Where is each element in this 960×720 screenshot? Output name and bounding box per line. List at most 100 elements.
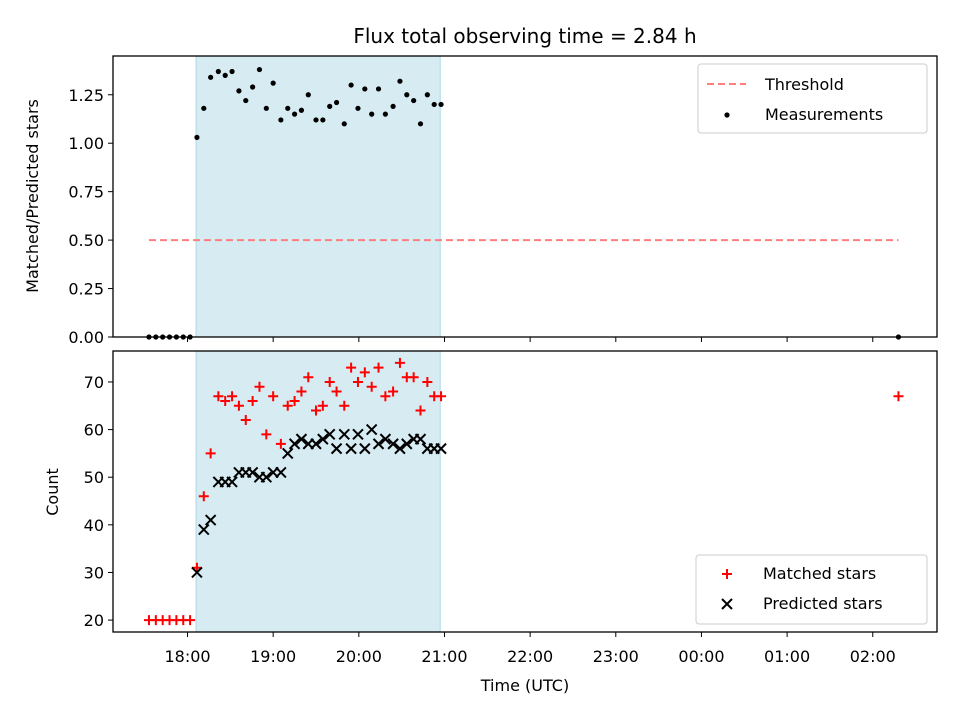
- legend-predicted-swatch: [721, 598, 733, 610]
- matched-star-point: [373, 362, 384, 373]
- count-xtick-label: 18:00: [164, 647, 210, 666]
- predicted-star-point: [352, 428, 364, 441]
- predicted-star-point: [338, 428, 350, 441]
- predicted-star-point: [414, 433, 427, 445]
- predicted-star-point: [372, 438, 385, 450]
- observing-span: [195, 350, 441, 633]
- ratio-series: [146, 66, 902, 340]
- matched-star-point: [296, 386, 307, 397]
- measurement-point: [341, 121, 347, 127]
- matched-star-point: [311, 405, 322, 416]
- matched-star-point: [198, 491, 209, 502]
- matched-star-point: [388, 386, 399, 397]
- count-xtick-label: 02:00: [850, 647, 896, 666]
- matched-star-point: [324, 376, 335, 387]
- predicted-star-point: [282, 447, 294, 460]
- matched-star-point: [247, 396, 258, 407]
- measurement-point: [229, 68, 235, 75]
- predicted-star-point: [310, 438, 322, 450]
- measurement-point: [404, 92, 410, 98]
- count-ytick-label: 30: [84, 563, 104, 582]
- matched-star-point: [408, 372, 419, 383]
- x-axis-label: Time (UTC): [480, 676, 569, 695]
- legend-threshold-label: Threshold: [764, 75, 844, 94]
- measurement-point: [298, 107, 305, 113]
- measurement-point: [236, 88, 242, 94]
- count-ytick-label: 50: [84, 468, 104, 487]
- count-xtick-label: 00:00: [678, 647, 724, 666]
- measurement-point: [263, 105, 269, 111]
- matched-star-point: [240, 415, 251, 426]
- matched-star-point: [205, 448, 216, 459]
- measurement-point: [215, 68, 221, 75]
- matched-star-point: [261, 429, 272, 440]
- matched-star-point: [317, 400, 328, 411]
- legend-predicted-label: Predicted stars: [763, 594, 883, 613]
- count-ytick-label: 20: [84, 611, 104, 630]
- predicted-star-point: [260, 471, 273, 483]
- measurement-point: [270, 80, 276, 86]
- count-y-axis-label: Count: [43, 468, 62, 516]
- measurement-point: [201, 105, 207, 111]
- predicted-star-point: [387, 438, 399, 450]
- matched-star-point: [346, 362, 357, 373]
- count-legend: Matched stars Predicted stars: [695, 554, 928, 625]
- count-panel: 20 30 40 50 60 70 18:00 19:00 20:00 21:00 22:00 23:…: [43, 350, 938, 695]
- matched-star-point: [359, 367, 370, 378]
- predicted-star-point: [379, 433, 392, 445]
- measurement-point: [348, 82, 354, 88]
- measurement-point: [411, 97, 417, 104]
- predicted-star-point: [275, 466, 287, 479]
- count-legend-box: [695, 554, 928, 625]
- measurement-point: [305, 92, 311, 98]
- count-series: [143, 357, 904, 626]
- matched-star-point: [233, 400, 244, 411]
- matched-star-point: [436, 391, 447, 402]
- measurement-point: [355, 105, 361, 111]
- matched-star-point: [220, 396, 231, 407]
- predicted-star-point: [435, 442, 447, 455]
- matched-star-point: [380, 391, 391, 402]
- count-xtick-label: 19:00: [250, 647, 296, 666]
- legend-matched-swatch: [722, 569, 732, 579]
- predicted-star-point: [401, 438, 413, 450]
- matched-star-point: [213, 391, 224, 402]
- ratio-axes: 0.00 0.25 0.50 0.75 1.00 1.25: [68, 86, 874, 347]
- ratio-ytick-label: 1.25: [68, 86, 104, 105]
- ratio-y-axis-label: Matched/Predicted stars: [23, 99, 42, 293]
- count-xtick-label: 01:00: [764, 647, 810, 666]
- figure-title: Flux total observing time = 2.84 h: [353, 24, 696, 48]
- measurement-point: [438, 101, 444, 108]
- measurement-point: [250, 84, 256, 90]
- measurement-point: [397, 78, 403, 84]
- count-ytick-label: 70: [84, 373, 104, 392]
- matched-star-point: [275, 438, 286, 449]
- count-axes-frame: [112, 350, 938, 633]
- measurement-point: [431, 101, 437, 108]
- measurement-point: [375, 86, 382, 92]
- legend-measurement-swatch: [724, 112, 730, 118]
- matched-star-point: [893, 391, 904, 402]
- ratio-axes-frame: [112, 55, 938, 338]
- predicted-star-point: [365, 423, 378, 436]
- measurement-point: [369, 111, 375, 117]
- measurement-point: [417, 121, 424, 127]
- count-ytick-label: 40: [84, 516, 104, 535]
- matched-star-point: [185, 615, 196, 626]
- legend-measurement-label: Measurements: [765, 105, 883, 124]
- predicted-star-point: [226, 476, 238, 488]
- matched-star-point: [366, 381, 377, 392]
- predicted-star-point: [323, 428, 336, 441]
- matched-star-point: [415, 405, 426, 416]
- measurement-point: [362, 86, 368, 92]
- count-xtick-label: 21:00: [421, 647, 467, 666]
- observing-span: [195, 55, 441, 338]
- count-axes: 20 30 40 50 60 70 18:00 19:00 20:00 21:00 22:00 23:…: [84, 373, 896, 666]
- measurement-point: [278, 117, 284, 123]
- ratio-ytick-label: 1.00: [68, 134, 104, 153]
- count-xtick-label: 20:00: [336, 647, 382, 666]
- measurement-point: [333, 99, 340, 106]
- matched-star-point: [331, 386, 342, 397]
- matched-star-point: [191, 562, 202, 573]
